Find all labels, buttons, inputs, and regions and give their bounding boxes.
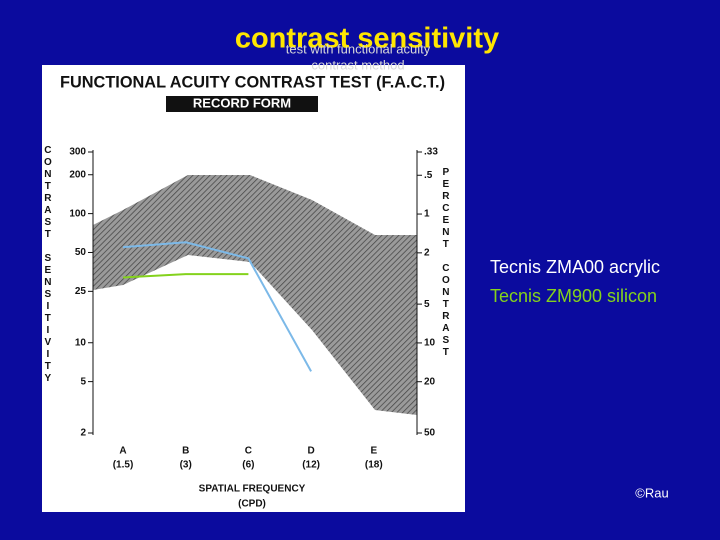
x-tick-sublabel: (12) [302, 460, 320, 471]
y-axis-label: CONTRAST SENSITIVITY [42, 145, 53, 385]
y-tick-label: 5 [80, 376, 86, 387]
x-tick-sublabel: (6) [242, 460, 254, 471]
x-tick-sublabel: (18) [365, 460, 383, 471]
x-tick-sublabel: (1.5) [113, 460, 134, 471]
y-tick-label: 50 [75, 247, 87, 258]
x-tick-label: B [182, 446, 189, 457]
y-tick-label: 200 [69, 169, 86, 180]
record-form: FUNCTIONAL ACUITY CONTRAST TEST (F.A.C.T… [42, 65, 465, 512]
legend-label: Tecnis ZMA00 acrylic [490, 257, 660, 277]
x-tick-label: A [119, 446, 126, 457]
x-axis-label: SPATIAL FREQUENCY [199, 484, 306, 495]
x-tick-label: C [245, 446, 252, 457]
y2-tick-label: .5 [424, 170, 433, 181]
form-title: FUNCTIONAL ACUITY CONTRAST TEST (F.A.C.T… [60, 72, 445, 91]
slide-title: contrast sensitivity [235, 23, 499, 55]
y2-tick-label: 2 [424, 247, 430, 258]
y-tick-label: 2 [80, 428, 86, 439]
x-tick-label: E [370, 446, 377, 457]
x-tick-label: D [307, 446, 314, 457]
y2-axis-label: PERCENT CONTRAST [440, 167, 451, 359]
subtitle-line: contrast method [311, 57, 404, 72]
y-tick-label: 25 [75, 286, 87, 297]
legend-label: Tecnis ZM900 silicon [490, 286, 657, 306]
y2-tick-label: 10 [424, 338, 436, 349]
y2-tick-label: 5 [424, 299, 430, 310]
x-tick-sublabel: (3) [180, 460, 192, 471]
y2-tick-label: 20 [424, 376, 436, 387]
y2-tick-label: .33 [424, 147, 438, 158]
y-tick-label: 300 [69, 147, 86, 158]
x-axis-unit: (CPD) [238, 499, 266, 510]
normal-range-band [93, 175, 417, 415]
y-tick-label: 100 [69, 208, 86, 219]
subtitle-line: test with functional acuity [286, 41, 431, 56]
series-line [122, 241, 312, 372]
series-line [122, 273, 249, 279]
form-subtitle-box [166, 96, 318, 112]
y2-tick-label: 50 [424, 428, 436, 439]
y2-tick-label: 1 [424, 209, 430, 220]
credit: ©Rau [635, 485, 668, 500]
form-subtitle: RECORD FORM [193, 95, 291, 110]
y-tick-label: 10 [75, 337, 87, 348]
